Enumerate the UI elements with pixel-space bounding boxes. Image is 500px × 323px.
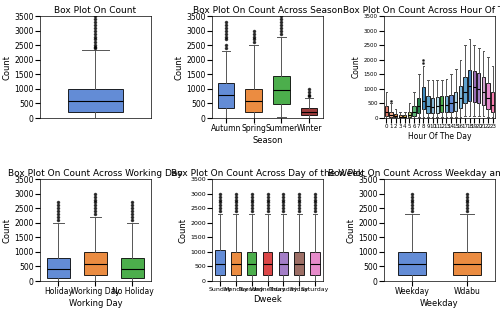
PathPatch shape bbox=[422, 88, 425, 109]
PathPatch shape bbox=[218, 83, 234, 108]
Y-axis label: Count: Count bbox=[352, 56, 361, 78]
PathPatch shape bbox=[417, 98, 420, 113]
PathPatch shape bbox=[440, 96, 444, 112]
PathPatch shape bbox=[431, 98, 434, 113]
PathPatch shape bbox=[454, 252, 481, 275]
PathPatch shape bbox=[273, 76, 289, 104]
PathPatch shape bbox=[454, 92, 458, 111]
X-axis label: Hour Of The Day: Hour Of The Day bbox=[408, 132, 472, 141]
PathPatch shape bbox=[301, 108, 318, 115]
PathPatch shape bbox=[390, 112, 392, 117]
Y-axis label: Count: Count bbox=[346, 218, 356, 243]
X-axis label: Dweek: Dweek bbox=[253, 295, 282, 304]
Title: Box Plot On Count Across Day of the Week: Box Plot On Count Across Day of the Week bbox=[172, 169, 364, 178]
Title: Box Plot On Count Across Weekday and Weekend: Box Plot On Count Across Weekday and Wee… bbox=[328, 169, 500, 178]
PathPatch shape bbox=[464, 77, 466, 103]
PathPatch shape bbox=[398, 252, 425, 275]
PathPatch shape bbox=[278, 252, 288, 275]
X-axis label: Season: Season bbox=[252, 136, 283, 145]
PathPatch shape bbox=[412, 106, 416, 116]
PathPatch shape bbox=[231, 252, 240, 275]
PathPatch shape bbox=[472, 71, 476, 102]
X-axis label: Working Day: Working Day bbox=[68, 299, 122, 308]
PathPatch shape bbox=[491, 92, 494, 112]
Title: Box Plot On Count Across Hour Of The Day: Box Plot On Count Across Hour Of The Day bbox=[344, 6, 500, 16]
PathPatch shape bbox=[310, 252, 320, 275]
PathPatch shape bbox=[262, 252, 272, 275]
PathPatch shape bbox=[122, 258, 144, 278]
Y-axis label: Count: Count bbox=[2, 55, 12, 79]
PathPatch shape bbox=[436, 97, 439, 113]
Title: Box Plot On Count Across Season: Box Plot On Count Across Season bbox=[192, 6, 342, 16]
PathPatch shape bbox=[215, 250, 224, 275]
PathPatch shape bbox=[408, 112, 411, 117]
Title: Box Plot On Count Across Working Day: Box Plot On Count Across Working Day bbox=[8, 169, 183, 178]
PathPatch shape bbox=[68, 89, 123, 112]
PathPatch shape bbox=[482, 77, 485, 105]
PathPatch shape bbox=[398, 115, 402, 118]
PathPatch shape bbox=[394, 114, 397, 118]
Title: Box Plot On Count: Box Plot On Count bbox=[54, 6, 136, 16]
PathPatch shape bbox=[445, 96, 448, 112]
PathPatch shape bbox=[246, 89, 262, 112]
PathPatch shape bbox=[294, 252, 304, 275]
Y-axis label: Count: Count bbox=[2, 218, 12, 243]
PathPatch shape bbox=[84, 252, 106, 275]
PathPatch shape bbox=[426, 96, 430, 113]
PathPatch shape bbox=[458, 86, 462, 108]
PathPatch shape bbox=[384, 106, 388, 116]
PathPatch shape bbox=[477, 73, 480, 103]
PathPatch shape bbox=[468, 70, 471, 100]
X-axis label: Weekday: Weekday bbox=[420, 299, 459, 308]
PathPatch shape bbox=[450, 95, 452, 112]
PathPatch shape bbox=[48, 258, 70, 278]
PathPatch shape bbox=[247, 252, 256, 275]
PathPatch shape bbox=[486, 83, 490, 109]
Y-axis label: Count: Count bbox=[174, 55, 184, 79]
PathPatch shape bbox=[403, 115, 406, 118]
Y-axis label: Count: Count bbox=[178, 218, 188, 243]
